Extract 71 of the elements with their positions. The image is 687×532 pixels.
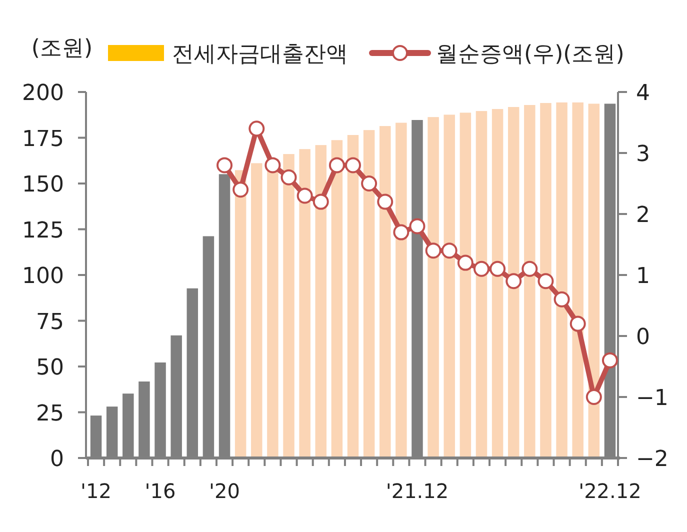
y-tick-label: 200 <box>22 81 64 106</box>
bar <box>380 126 391 458</box>
y-tick-label: 100 <box>22 264 64 289</box>
point <box>248 120 265 137</box>
y-tick-label: 25 <box>36 401 64 426</box>
bar <box>299 149 310 458</box>
point <box>216 157 233 174</box>
point <box>490 260 506 277</box>
point <box>312 194 329 210</box>
bar <box>267 158 278 458</box>
point <box>345 157 361 174</box>
y-tick-label: 150 <box>22 172 64 198</box>
y2-tick-label: 3 <box>636 142 650 167</box>
bar <box>508 107 520 458</box>
point <box>602 352 618 368</box>
point <box>232 182 249 198</box>
bar <box>524 104 536 458</box>
y2-tick-label: 4 <box>636 81 650 106</box>
legend: 전세자금대출잔액 월순증액(우)(조원) <box>108 42 624 67</box>
point <box>361 176 378 192</box>
point <box>425 242 442 259</box>
bar <box>556 102 568 458</box>
y2-tick-label: 2 <box>636 203 650 228</box>
point <box>393 224 410 240</box>
point <box>506 273 522 290</box>
bar <box>283 154 294 458</box>
point <box>296 188 313 204</box>
y2-tick-label: −1 <box>636 386 668 411</box>
y2-tick-label: 0 <box>636 325 650 350</box>
point <box>441 242 458 259</box>
bar <box>347 135 359 458</box>
x-tick-label: '22.12 <box>578 479 642 503</box>
y-tick-label: 75 <box>36 310 64 335</box>
bar <box>234 170 246 458</box>
bar <box>428 117 439 458</box>
bar <box>460 112 472 458</box>
x-tick-label: '16 <box>144 479 176 503</box>
point <box>522 260 538 277</box>
bar <box>363 130 375 458</box>
legend-label: 월순증액(우)(조원) <box>436 42 624 67</box>
point <box>328 157 345 174</box>
bar <box>492 109 504 458</box>
point <box>473 260 490 277</box>
point <box>586 389 602 405</box>
y2-tick-label: 1 <box>636 264 650 289</box>
y2-tick-label: −2 <box>636 447 668 472</box>
point <box>457 254 474 271</box>
y-tick-label: 0 <box>50 447 64 472</box>
y-tick-label: 125 <box>22 218 64 244</box>
y-axis-title: (조원) <box>31 36 93 61</box>
bar <box>315 145 326 458</box>
point <box>554 291 570 308</box>
point <box>264 157 281 174</box>
point <box>280 169 297 186</box>
x-tick-label: '20 <box>209 479 240 503</box>
point <box>538 273 554 290</box>
bar <box>331 140 343 458</box>
bar <box>444 114 455 458</box>
y-tick-label: 50 <box>36 356 64 380</box>
bar <box>588 104 600 458</box>
x-tick-label: '12 <box>80 479 112 503</box>
bar <box>396 122 407 458</box>
bar <box>251 163 262 458</box>
bar <box>540 102 552 458</box>
point <box>570 316 586 332</box>
x-tick-label: '21.12 <box>386 479 449 503</box>
bar <box>572 102 584 458</box>
point <box>409 218 426 234</box>
bar <box>476 111 488 458</box>
y-tick-label: 175 <box>22 126 64 152</box>
point <box>377 194 394 210</box>
